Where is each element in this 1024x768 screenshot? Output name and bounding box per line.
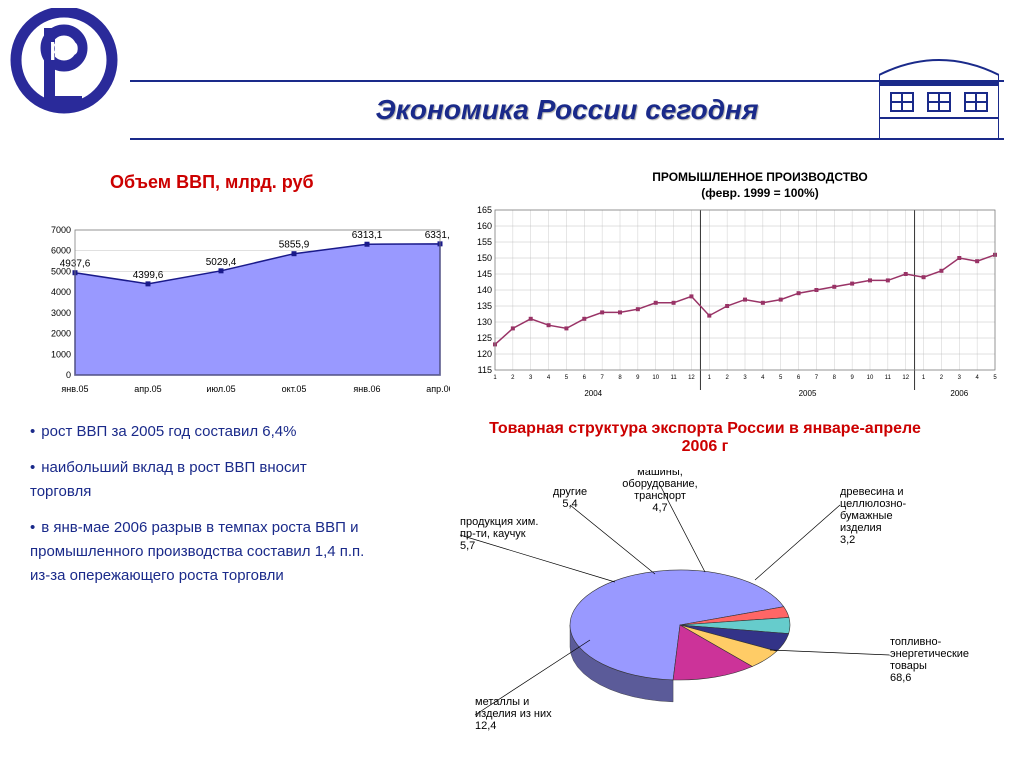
svg-text:115: 115 — [478, 365, 492, 375]
svg-text:120: 120 — [477, 349, 492, 359]
svg-text:апр.06: апр.06 — [426, 384, 450, 394]
svg-text:5: 5 — [779, 375, 783, 381]
svg-text:июл.05: июл.05 — [206, 384, 235, 394]
svg-text:125: 125 — [477, 333, 492, 343]
svg-text:150: 150 — [477, 253, 492, 263]
svg-text:165: 165 — [477, 205, 492, 215]
svg-text:целлюлозно-: целлюлозно- — [840, 498, 907, 510]
svg-text:янв.05: янв.05 — [61, 384, 88, 394]
bullet-item: в янв-мае 2006 разрыв в темпах роста ВВП… — [30, 516, 370, 588]
svg-text:4: 4 — [761, 375, 765, 381]
svg-text:4000: 4000 — [51, 287, 71, 297]
svg-text:7: 7 — [815, 375, 819, 381]
svg-text:5,4: 5,4 — [562, 498, 577, 510]
svg-text:9: 9 — [636, 375, 640, 381]
svg-text:5855,9: 5855,9 — [279, 240, 310, 251]
svg-text:оборудование,: оборудование, — [622, 478, 697, 490]
svg-text:товары: товары — [890, 660, 927, 672]
svg-text:бумажные: бумажные — [840, 510, 893, 522]
svg-text:10: 10 — [867, 375, 874, 381]
svg-text:янв.06: янв.06 — [353, 384, 380, 394]
svg-text:2006: 2006 — [950, 389, 968, 398]
svg-text:9: 9 — [850, 375, 854, 381]
svg-text:130: 130 — [477, 317, 492, 327]
svg-text:12: 12 — [688, 375, 695, 381]
svg-text:145: 145 — [477, 269, 492, 279]
svg-text:изделия: изделия — [840, 522, 882, 534]
pie-chart: топливно-энергетическиетовары68,6 древеси… — [400, 470, 1000, 750]
svg-text:1: 1 — [493, 375, 497, 381]
svg-text:транспорт: транспорт — [634, 490, 686, 502]
svg-text:11: 11 — [885, 375, 892, 381]
svg-text:4: 4 — [975, 375, 979, 381]
pie-chart-title: Товарная структура экспорта России в янв… — [480, 420, 930, 456]
svg-text:6: 6 — [583, 375, 587, 381]
svg-text:4399,6: 4399,6 — [133, 270, 164, 281]
svg-text:изделия из них: изделия из них — [475, 708, 552, 720]
svg-text:1: 1 — [922, 375, 926, 381]
svg-text:5,7: 5,7 — [460, 540, 475, 552]
svg-text:155: 155 — [477, 237, 492, 247]
svg-text:3: 3 — [529, 375, 533, 381]
svg-text:другие: другие — [553, 486, 587, 498]
gdp-area-chart: 01000200030004000500060007000янв.05апр.0… — [30, 210, 450, 400]
industry-line-chart: 1151201251301351401451501551601651234567… — [465, 200, 1005, 400]
svg-text:pb: pb — [49, 34, 78, 61]
svg-text:4: 4 — [547, 375, 551, 381]
svg-text:2000: 2000 — [51, 329, 71, 339]
svg-text:пр-ти, каучук: пр-ти, каучук — [460, 528, 526, 540]
svg-text:2: 2 — [940, 375, 944, 381]
gdp-chart-title: Объем ВВП, млрд. руб — [110, 172, 314, 193]
bullet-list: рост ВВП за 2005 год составил 6,4% наибо… — [30, 420, 370, 600]
svg-text:6000: 6000 — [51, 246, 71, 256]
logo-pb: pb — [10, 8, 120, 118]
svg-text:12: 12 — [902, 375, 909, 381]
svg-text:2: 2 — [511, 375, 515, 381]
svg-text:2: 2 — [725, 375, 729, 381]
svg-text:апр.05: апр.05 — [134, 384, 161, 394]
svg-text:3,2: 3,2 — [840, 534, 855, 546]
svg-text:4,7: 4,7 — [652, 502, 667, 514]
svg-text:7: 7 — [600, 375, 604, 381]
svg-text:12,4: 12,4 — [475, 720, 496, 732]
svg-text:машины,: машины, — [637, 470, 683, 478]
svg-text:160: 160 — [477, 221, 492, 231]
svg-text:5: 5 — [565, 375, 569, 381]
svg-text:8: 8 — [833, 375, 837, 381]
svg-text:68,6: 68,6 — [890, 672, 911, 684]
svg-text:2004: 2004 — [584, 389, 602, 398]
svg-text:продукция хим.: продукция хим. — [460, 516, 538, 528]
svg-text:6: 6 — [797, 375, 801, 381]
svg-text:7000: 7000 — [51, 225, 71, 235]
svg-text:металлы и: металлы и — [475, 696, 529, 708]
page-title: Экономика России сегодня — [376, 94, 759, 126]
svg-text:3: 3 — [743, 375, 747, 381]
svg-text:6331,8: 6331,8 — [425, 230, 450, 241]
svg-text:135: 135 — [477, 301, 492, 311]
bullet-item: наибольший вклад в рост ВВП вносит торго… — [30, 456, 370, 504]
svg-text:140: 140 — [477, 285, 492, 295]
bullet-item: рост ВВП за 2005 год составил 6,4% — [30, 420, 370, 444]
svg-text:1: 1 — [708, 375, 712, 381]
svg-text:энергетические: энергетические — [890, 648, 969, 660]
svg-text:6313,1: 6313,1 — [352, 230, 383, 241]
svg-text:11: 11 — [670, 375, 677, 381]
svg-text:1000: 1000 — [51, 349, 71, 359]
title-bar: Экономика России сегодня — [130, 80, 1004, 140]
industry-chart-title: ПРОМЫШЛЕННОЕ ПРОИЗВОДСТВО (февр. 1999 = … — [620, 170, 900, 201]
svg-text:0: 0 — [66, 370, 71, 380]
svg-text:10: 10 — [652, 375, 659, 381]
svg-text:топливно-: топливно- — [890, 636, 942, 648]
svg-text:древесина и: древесина и — [840, 486, 904, 498]
svg-text:2005: 2005 — [799, 389, 817, 398]
svg-text:8: 8 — [618, 375, 622, 381]
svg-text:3: 3 — [958, 375, 962, 381]
svg-text:3000: 3000 — [51, 308, 71, 318]
svg-text:5: 5 — [993, 375, 997, 381]
svg-text:окт.05: окт.05 — [282, 384, 307, 394]
svg-text:5029,4: 5029,4 — [206, 257, 237, 268]
